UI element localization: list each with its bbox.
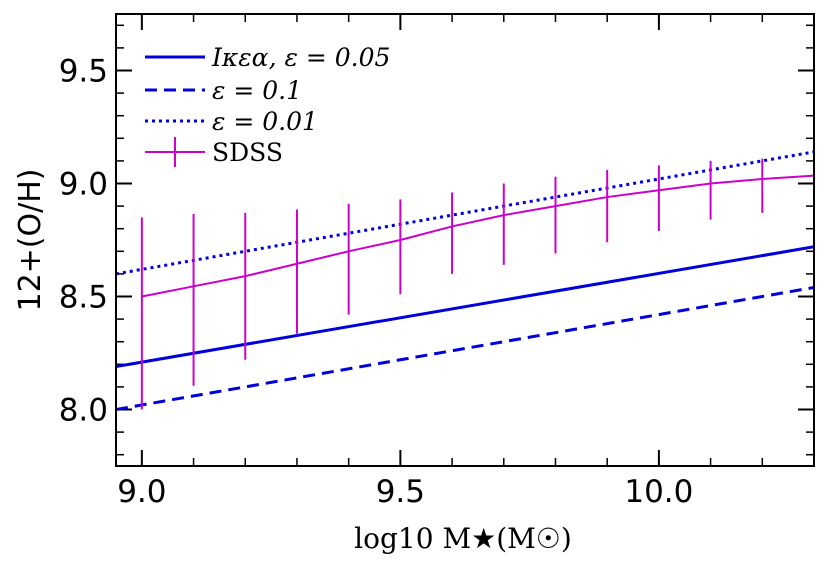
legend-label-4: SDSS <box>212 138 283 167</box>
series-line-3 <box>116 150 814 276</box>
series-layer <box>116 150 814 411</box>
sdss-line <box>141 174 814 298</box>
y-axis-label: 12+(O/H) <box>13 169 48 312</box>
y-tick-label: 9.0 <box>59 167 108 203</box>
series-line-2 <box>116 285 814 411</box>
x-axis-label: log10 M★(M☉) <box>354 522 572 555</box>
y-tick-label: 8.5 <box>59 280 108 316</box>
y-tick-label: 8.0 <box>59 393 108 429</box>
x-tick-label: 10.0 <box>624 474 693 510</box>
y-tick-label: 9.5 <box>59 54 108 90</box>
legend-label-3: ε = 0.01 <box>212 107 318 136</box>
x-tick-label: 9.0 <box>117 474 166 510</box>
series-line-1 <box>116 245 814 369</box>
tick-marks <box>116 14 815 466</box>
plot-frame <box>115 13 815 467</box>
legend-label-2: ε = 0.1 <box>212 76 302 105</box>
tick-labels: 9.0 9.5 10.0 8.0 8.5 9.0 9.5 <box>59 54 694 511</box>
legend-label-1: Ικεα, ε = 0.05 <box>211 43 390 72</box>
x-tick-label: 9.5 <box>376 474 425 510</box>
